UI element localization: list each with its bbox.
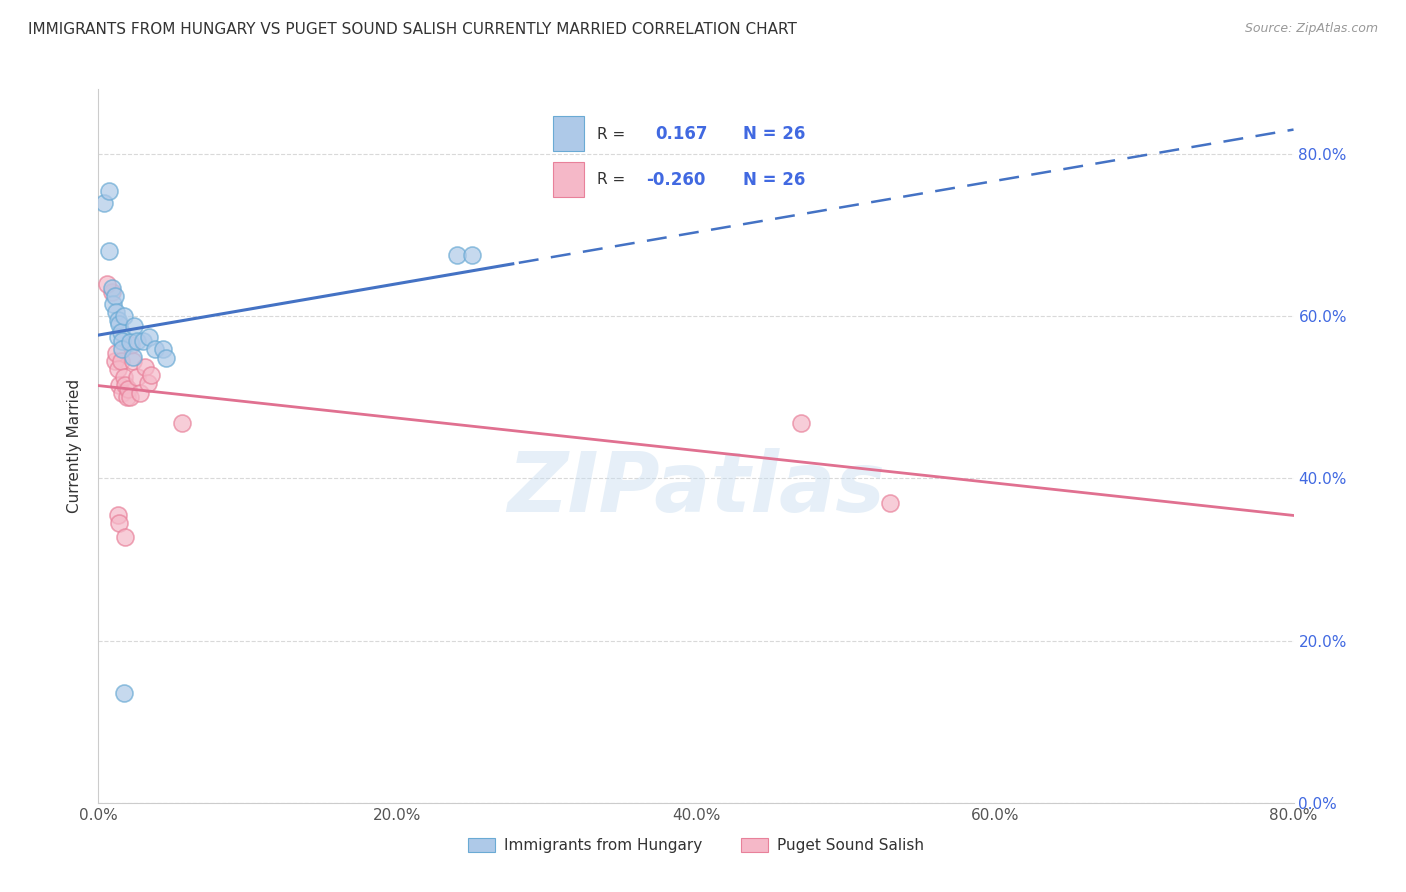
Point <box>104 354 127 368</box>
Point <box>124 318 146 333</box>
Point <box>108 516 131 530</box>
Point <box>118 390 141 404</box>
Point <box>112 370 135 384</box>
Point <box>121 350 143 364</box>
Point <box>117 382 139 396</box>
Point <box>115 390 138 404</box>
Y-axis label: Currently Married: Currently Married <box>67 379 83 513</box>
Point <box>110 326 132 340</box>
Point <box>118 335 141 350</box>
Legend: Immigrants from Hungary, Puget Sound Salish: Immigrants from Hungary, Puget Sound Sal… <box>461 831 931 859</box>
Point <box>136 376 159 390</box>
Point <box>108 318 131 332</box>
Text: Source: ZipAtlas.com: Source: ZipAtlas.com <box>1244 22 1378 36</box>
Point <box>139 368 162 382</box>
Point <box>879 496 901 510</box>
Point <box>152 342 174 356</box>
Point <box>114 530 136 544</box>
Point <box>97 244 120 259</box>
Point <box>127 334 149 348</box>
Point <box>134 359 156 374</box>
Point <box>108 378 131 392</box>
Point <box>446 248 468 262</box>
Point <box>107 313 129 327</box>
Point <box>120 337 142 351</box>
Point <box>101 285 124 299</box>
Point <box>114 378 136 392</box>
Point <box>138 329 160 343</box>
Point <box>107 329 129 343</box>
Point <box>105 305 128 319</box>
Point <box>110 354 132 368</box>
Point <box>132 334 155 348</box>
Point <box>97 184 120 198</box>
Point <box>461 248 484 262</box>
Text: ZIPatlas: ZIPatlas <box>508 449 884 529</box>
Point <box>111 342 134 356</box>
Point <box>127 370 149 384</box>
Text: IMMIGRANTS FROM HUNGARY VS PUGET SOUND SALISH CURRENTLY MARRIED CORRELATION CHAR: IMMIGRANTS FROM HUNGARY VS PUGET SOUND S… <box>28 22 797 37</box>
Point <box>789 417 811 431</box>
Point <box>103 297 125 311</box>
Point <box>93 195 115 210</box>
Point <box>104 289 127 303</box>
Point <box>111 386 134 401</box>
Point <box>105 345 128 359</box>
Point <box>112 310 135 324</box>
Point <box>101 281 124 295</box>
Point <box>143 342 166 356</box>
Point <box>107 362 129 376</box>
Point <box>155 351 177 366</box>
Point <box>121 354 143 368</box>
Point <box>172 417 194 431</box>
Point <box>112 686 135 700</box>
Point <box>107 508 129 522</box>
Point <box>96 277 118 291</box>
Point <box>111 334 134 348</box>
Point <box>129 386 152 401</box>
